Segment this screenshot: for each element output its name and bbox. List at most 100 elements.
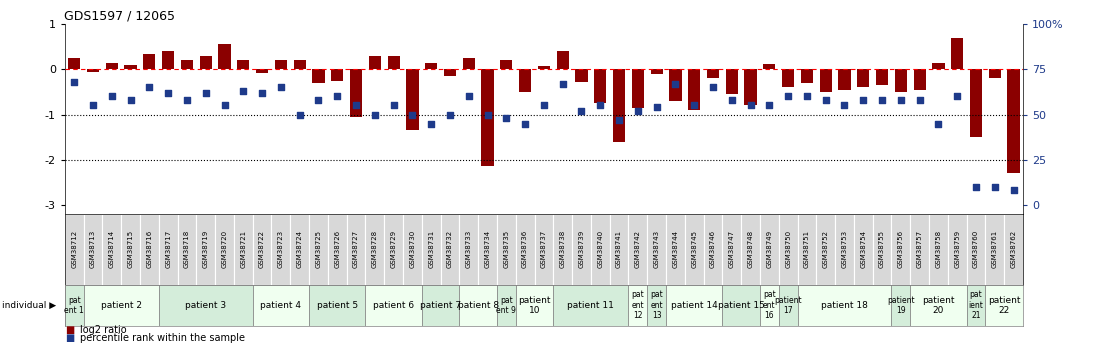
Text: patient
20: patient 20	[922, 296, 955, 315]
Bar	[576, 69, 588, 82]
Text: GSM38762: GSM38762	[1011, 230, 1016, 268]
Bar	[609, 214, 628, 285]
Point	[141, 85, 159, 90]
Bar	[985, 285, 1023, 326]
Bar	[929, 214, 948, 285]
Text: GSM38746: GSM38746	[710, 230, 716, 268]
Text: percentile rank within the sample: percentile rank within the sample	[80, 333, 246, 343]
Text: GSM38758: GSM38758	[936, 230, 941, 268]
Bar	[350, 69, 362, 117]
Point	[291, 112, 309, 117]
Bar	[647, 214, 666, 285]
Text: GSM38717: GSM38717	[165, 230, 171, 268]
Bar	[500, 60, 512, 69]
Bar	[967, 214, 985, 285]
Bar	[121, 214, 140, 285]
Point	[159, 90, 177, 96]
Text: patient 15: patient 15	[718, 301, 765, 310]
Point	[741, 103, 759, 108]
Text: GSM38712: GSM38712	[72, 230, 77, 268]
Bar	[858, 69, 870, 87]
Text: GSM38755: GSM38755	[879, 230, 885, 268]
Bar	[515, 285, 553, 326]
Bar	[84, 214, 103, 285]
Text: patient 8: patient 8	[457, 301, 499, 310]
Bar	[519, 69, 531, 92]
Bar	[312, 69, 324, 83]
Point	[779, 94, 797, 99]
Point	[572, 108, 590, 114]
Bar	[309, 214, 328, 285]
Bar	[402, 214, 421, 285]
Text: patient 3: patient 3	[186, 301, 226, 310]
Text: pat
ent
12: pat ent 12	[632, 290, 644, 320]
Point	[272, 85, 290, 90]
Text: GSM38756: GSM38756	[898, 230, 903, 268]
Bar	[421, 285, 459, 326]
Bar	[538, 66, 550, 69]
Bar	[366, 214, 385, 285]
Text: GSM38729: GSM38729	[390, 230, 397, 268]
Text: patient 18: patient 18	[821, 301, 868, 310]
Text: GSM38727: GSM38727	[353, 230, 359, 268]
Bar	[200, 56, 211, 69]
Point	[835, 103, 853, 108]
Bar	[106, 62, 117, 69]
Bar	[553, 214, 572, 285]
Point	[1005, 188, 1023, 193]
Point	[760, 103, 778, 108]
Bar	[331, 69, 343, 81]
Bar	[385, 214, 402, 285]
Text: pat
ient
21: pat ient 21	[968, 290, 984, 320]
Text: GSM38734: GSM38734	[484, 230, 491, 268]
Point	[817, 97, 835, 103]
Point	[517, 121, 534, 126]
Point	[798, 94, 816, 99]
Text: patient 7: patient 7	[420, 301, 461, 310]
Bar	[688, 69, 700, 110]
Text: patient 11: patient 11	[568, 301, 614, 310]
Bar	[703, 214, 722, 285]
Text: patient
17: patient 17	[775, 296, 802, 315]
Point	[197, 90, 215, 96]
Bar	[557, 51, 569, 69]
Point	[948, 94, 966, 99]
Bar	[534, 214, 553, 285]
Point	[986, 184, 1004, 189]
Bar	[482, 69, 494, 166]
Bar	[854, 214, 873, 285]
Point	[629, 108, 647, 114]
Bar	[84, 285, 159, 326]
Bar	[647, 285, 666, 326]
Point	[479, 112, 496, 117]
Bar	[722, 214, 741, 285]
Bar	[670, 69, 682, 101]
Bar	[234, 214, 253, 285]
Point	[366, 112, 383, 117]
Bar	[291, 214, 309, 285]
Text: ■: ■	[65, 333, 74, 343]
Bar	[685, 214, 703, 285]
Point	[666, 81, 684, 87]
Text: GSM38757: GSM38757	[917, 230, 922, 268]
Bar	[722, 285, 760, 326]
Bar	[140, 214, 159, 285]
Point	[178, 97, 196, 103]
Point	[591, 103, 609, 108]
Text: GSM38754: GSM38754	[860, 230, 866, 268]
Text: GSM38719: GSM38719	[202, 230, 209, 268]
Text: ■: ■	[65, 325, 74, 335]
Bar	[294, 60, 306, 69]
Bar	[479, 214, 496, 285]
Bar	[591, 214, 609, 285]
Bar	[197, 214, 215, 285]
Text: GSM38718: GSM38718	[184, 230, 190, 268]
Point	[235, 88, 253, 94]
Text: GSM38736: GSM38736	[522, 230, 528, 268]
Bar	[891, 285, 910, 326]
Text: patient
19: patient 19	[887, 296, 915, 315]
Text: GSM38738: GSM38738	[560, 230, 566, 268]
Text: GSM38743: GSM38743	[654, 230, 660, 268]
Bar	[910, 214, 929, 285]
Point	[929, 121, 947, 126]
